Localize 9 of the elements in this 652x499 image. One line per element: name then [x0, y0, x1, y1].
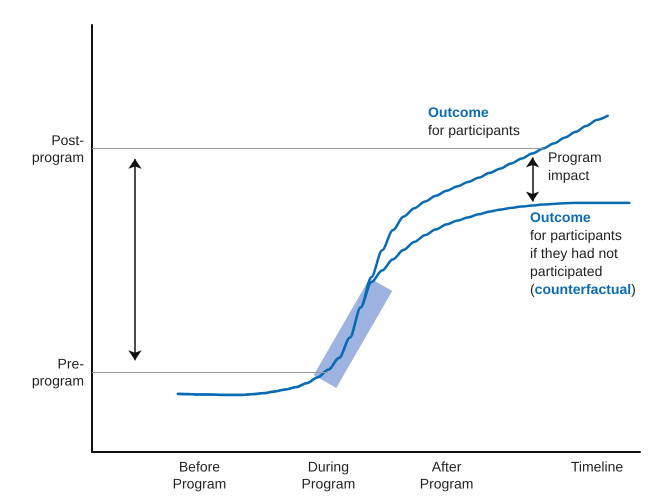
x-tick-label: After Program — [420, 458, 474, 492]
annotation: Outcome for participants if they had not participated (counterfactual) — [530, 209, 636, 297]
ref-line-label: Pre- program — [32, 355, 84, 388]
x-tick-label: Timeline — [570, 458, 624, 474]
annotation: Program impact — [548, 149, 602, 183]
x-tick-label: Before Program — [172, 458, 226, 492]
x-tick-label: During Program — [302, 458, 356, 492]
ref-line-label: Post- program — [32, 132, 84, 166]
annotation: Outcome for participants — [428, 104, 520, 138]
